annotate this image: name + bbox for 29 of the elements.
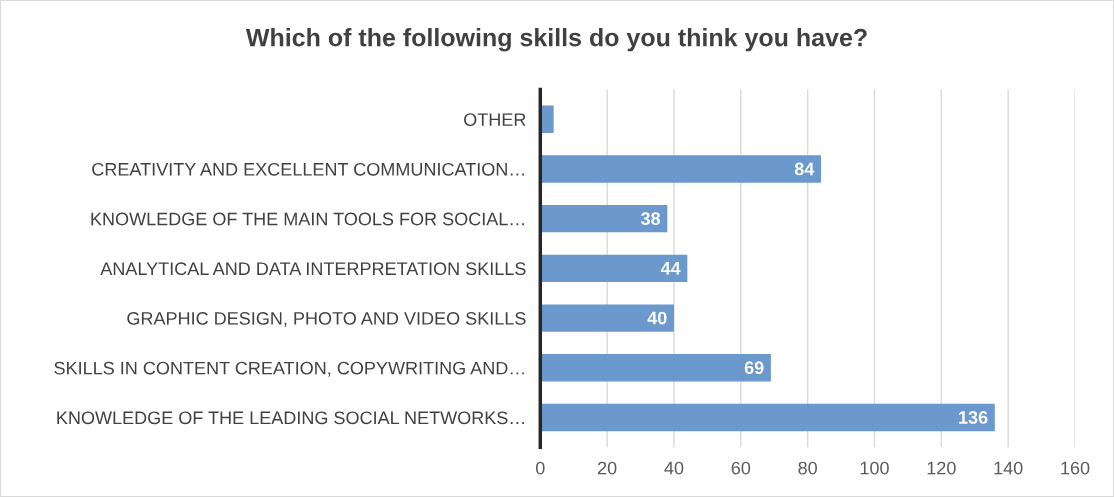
- data-label: 69: [744, 361, 764, 375]
- data-label: 136: [959, 411, 988, 424]
- x-tick-label: 140: [994, 461, 1023, 475]
- y-tick-label: KNOWLEDGE OF THE MAIN TOOLS FOR SOCIAL…: [91, 212, 524, 226]
- bar: [540, 354, 771, 382]
- y-tick-label: ANALYTICAL AND DATA INTERPRETATION SKILLS: [100, 262, 526, 276]
- chart-title: Which of the following skills do you think you have?: [245, 28, 867, 52]
- x-tick-label: 40: [664, 461, 684, 475]
- x-tick-label: 100: [860, 461, 889, 475]
- x-tick-label: 0: [535, 461, 545, 475]
- x-tick-label: 20: [598, 461, 617, 475]
- bar: [540, 304, 674, 332]
- bar: [540, 155, 822, 183]
- data-label: 44: [660, 262, 681, 275]
- data-label: 84: [794, 162, 815, 176]
- y-tick-label: SKILLS IN CONTENT CREATION, COPYWRITING AND…: [54, 361, 524, 377]
- x-tick-label: 160: [1061, 461, 1090, 475]
- x-tick-label: 80: [798, 461, 817, 475]
- bar: [540, 205, 668, 233]
- data-label: 40: [647, 311, 667, 325]
- bar: [540, 254, 688, 283]
- y-tick-label: OTHER: [464, 113, 526, 126]
- bar: [540, 403, 995, 432]
- data-label: 38: [640, 212, 661, 226]
- y-tick-label: GRAPHIC DESIGN, PHOTO AND VIDEO SKILLS: [127, 312, 526, 327]
- y-tick-label: KNOWLEDGE OF THE LEADING SOCIAL NETWORKS…: [57, 411, 524, 425]
- y-tick-label: CREATIVITY AND EXCELLENT COMMUNICATION…: [92, 162, 524, 176]
- x-tick-label: 60: [731, 461, 751, 475]
- x-tick-label: 120: [927, 461, 956, 475]
